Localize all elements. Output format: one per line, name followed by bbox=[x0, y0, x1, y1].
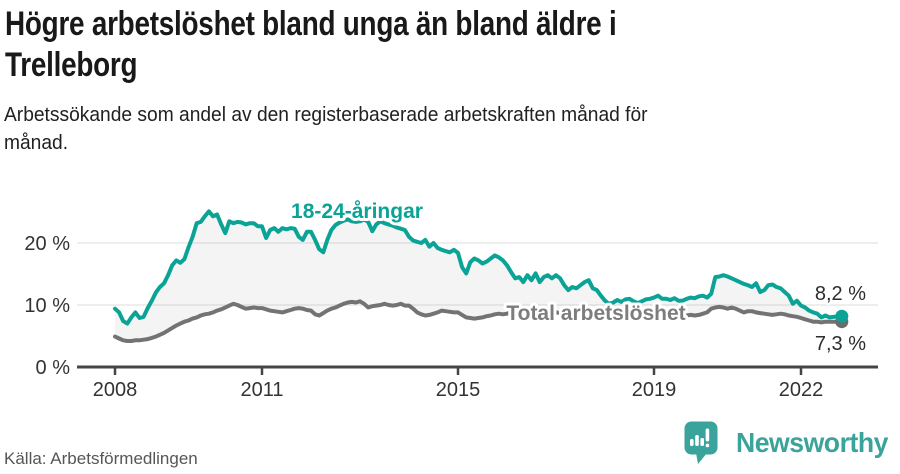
brand-name: Newsworthy bbox=[736, 426, 888, 458]
subtitle-line-2: månad. bbox=[4, 132, 69, 154]
end-value-young: 8,2 % bbox=[815, 283, 866, 305]
x-tick-label: 2022 bbox=[779, 379, 824, 401]
series-line-young bbox=[113, 209, 844, 326]
area-fill bbox=[115, 211, 842, 341]
series-line-total bbox=[113, 299, 844, 343]
subtitle-line-1: Arbetssökande som andel av den registerb… bbox=[4, 104, 648, 126]
line-chart: 0 % 10 % 20 % 2008 2011 2015 2019 2022 18-24-år… bbox=[24, 197, 878, 401]
series-label-total: Total arbetslöshet bbox=[506, 302, 685, 325]
newsworthy-icon bbox=[684, 421, 718, 464]
page-title-line-1: Högre arbetslöshet bland unga än bland ä… bbox=[5, 5, 617, 43]
brand-logo: Newsworthy bbox=[683, 420, 888, 465]
end-value-total: 7,3 % bbox=[815, 333, 866, 355]
x-tick-label: 2011 bbox=[240, 379, 283, 401]
y-axis-label: 0 % bbox=[36, 357, 71, 379]
end-dot-young bbox=[835, 309, 849, 323]
y-axis-label: 10 % bbox=[24, 295, 70, 317]
x-tick-label: 2008 bbox=[93, 379, 138, 401]
chart-subtitle: Arbetssökande som andel av den registerb… bbox=[4, 101, 864, 157]
chart-layers: 0 % 10 % 20 % 2008 2011 2015 2019 2022 bbox=[24, 209, 878, 401]
series-label-young: 18-24-åringar bbox=[291, 200, 423, 223]
y-axis-label: 20 % bbox=[24, 233, 70, 255]
x-tick-label: 2015 bbox=[436, 379, 481, 401]
x-tick-label: 2019 bbox=[632, 379, 677, 401]
source-note: Källa: Arbetsförmedlingen bbox=[4, 449, 198, 468]
page-title-line-2: Trelleborg bbox=[5, 46, 138, 84]
chart-header: Högre arbetslöshet bland unga än bland ä… bbox=[5, 4, 900, 86]
